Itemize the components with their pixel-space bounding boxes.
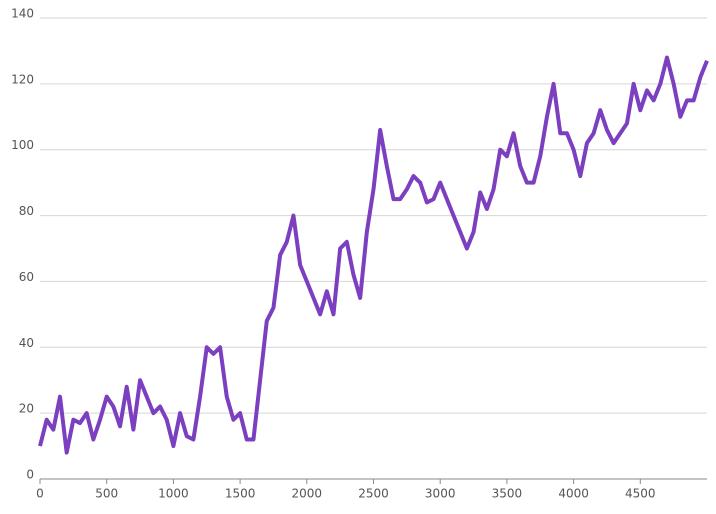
x-tick-label: 4500 bbox=[625, 487, 656, 501]
x-tick-label: 1000 bbox=[158, 487, 189, 501]
y-tick-label: 40 bbox=[19, 336, 34, 350]
x-tick-label: 500 bbox=[95, 487, 118, 501]
y-tick-label: 100 bbox=[11, 138, 34, 152]
y-tick-label: 60 bbox=[19, 270, 34, 284]
x-tick-label: 0 bbox=[36, 487, 44, 501]
y-tick-label: 0 bbox=[26, 468, 34, 482]
x-tick-label: 3000 bbox=[425, 487, 456, 501]
y-tick-label: 20 bbox=[19, 402, 34, 416]
x-tick-label: 2000 bbox=[292, 487, 323, 501]
y-tick-label: 80 bbox=[19, 204, 34, 218]
y-tick-label: 120 bbox=[11, 72, 34, 86]
x-tick-label: 3500 bbox=[492, 487, 523, 501]
x-tick-label: 1500 bbox=[225, 487, 256, 501]
line bbox=[38, 55, 709, 455]
x-tick-label: 2500 bbox=[358, 487, 389, 501]
x-tick-label: 4000 bbox=[558, 487, 589, 501]
y-tick-label: 140 bbox=[11, 7, 34, 21]
